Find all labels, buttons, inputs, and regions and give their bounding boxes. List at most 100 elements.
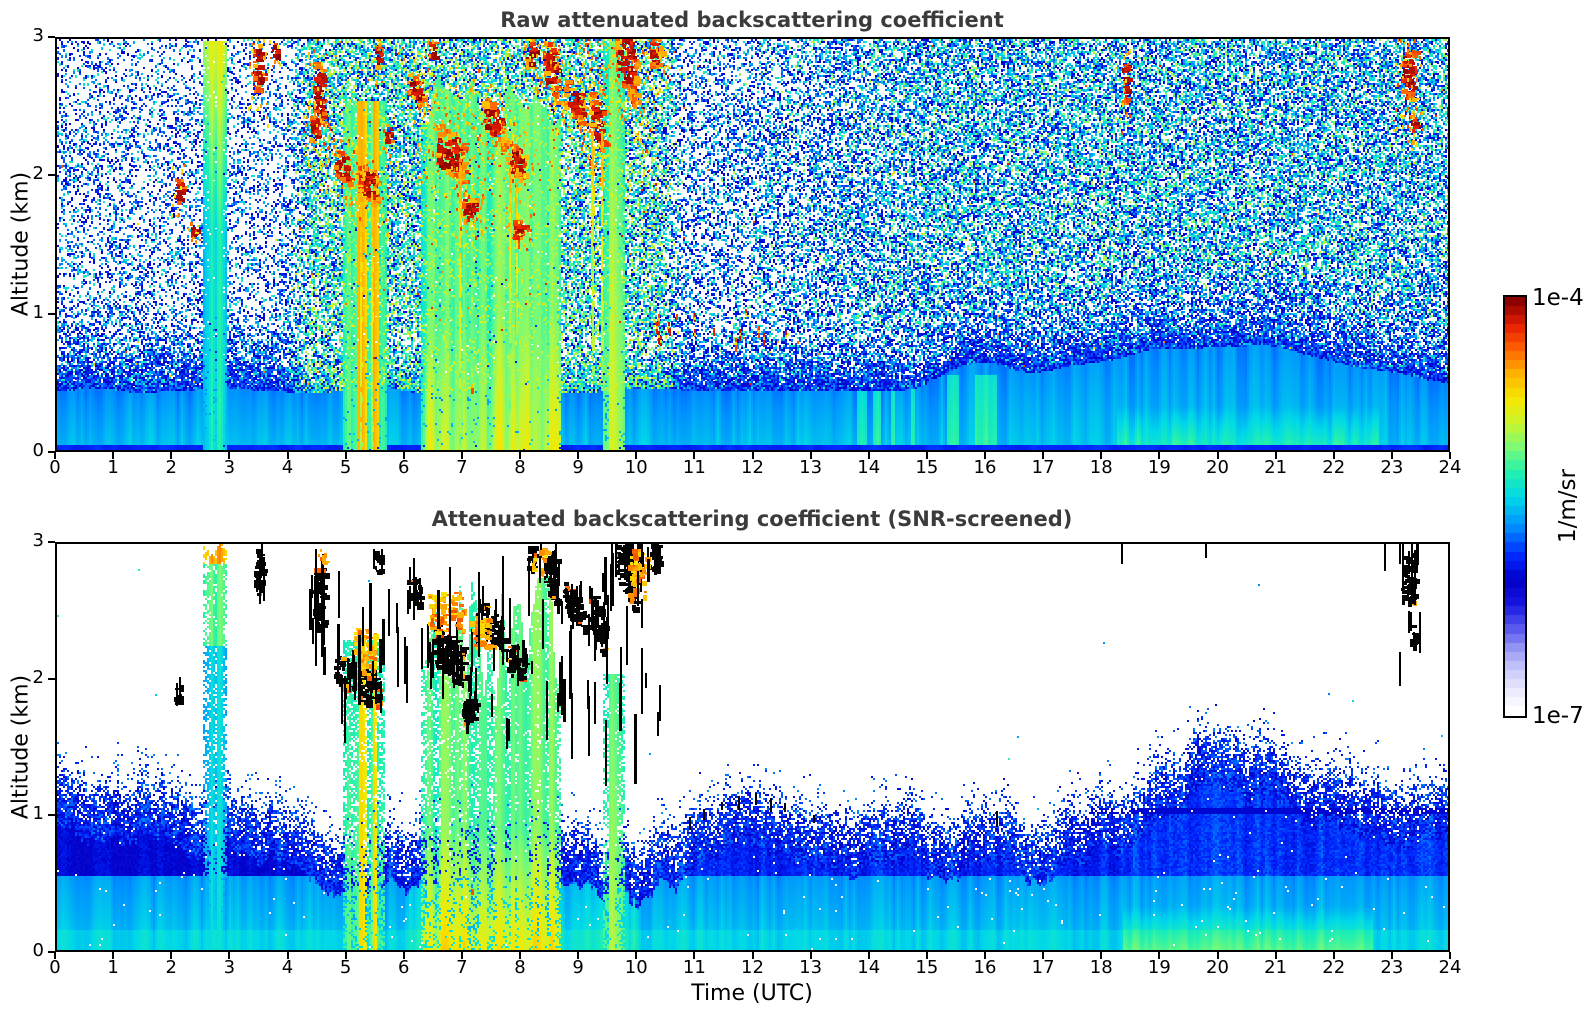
panel1-y-tick	[48, 36, 55, 38]
panel1-x-tick	[751, 452, 754, 459]
panel2-x-tick-label: 11	[682, 957, 706, 978]
panel1-title: Raw attenuated backscattering coefficien…	[500, 8, 1004, 32]
panel2-y-tick-label: 2	[32, 666, 44, 688]
panel2-x-tick-label: 2	[165, 957, 177, 978]
panel2-y-tick-label: 0	[32, 940, 44, 961]
panel1-y-tick-label: 1	[32, 301, 44, 323]
panel2-x-tick-label: 22	[1322, 957, 1346, 978]
panel2-y-tick-label: 1	[32, 803, 44, 825]
panel2-x-tick-label: 4	[281, 957, 294, 978]
panel2-x-tick	[170, 952, 173, 959]
panel1-x-tick	[984, 452, 986, 459]
panel1-x-tick	[460, 452, 463, 459]
panel2-x-tick	[635, 952, 638, 959]
panel2-x-tick-label: 20	[1206, 957, 1229, 978]
colorbar-unit-label: 1/m/sr	[1555, 469, 1581, 543]
panel1-x-tick	[170, 452, 173, 459]
panel1-y-tick	[48, 451, 55, 453]
panel1-x-tick-label: 20	[1206, 457, 1229, 478]
panel1-heatmap-canvas	[57, 39, 1448, 450]
panel2-x-tick-label: 6	[398, 957, 410, 978]
panel1-x-tick-label: 13	[799, 457, 823, 478]
colorbar-max-label: 1e-4	[1532, 285, 1584, 311]
panel2-x-tick	[1449, 952, 1451, 959]
panel2-x-tick	[925, 952, 928, 959]
panel2-x-tick	[460, 952, 463, 959]
panel2-x-tick	[54, 952, 56, 959]
panel1-x-tick-label: 22	[1322, 457, 1346, 478]
panel2-x-tick	[344, 952, 347, 959]
panel1-x-tick	[1274, 452, 1277, 459]
panel2-x-tick	[751, 952, 754, 959]
panel1-x-tick-label: 7	[456, 457, 468, 478]
panel2-x-tick	[1100, 952, 1103, 959]
panel1-x-tick	[925, 452, 928, 459]
panel1-x-tick	[1390, 452, 1393, 459]
panel2-plot-area	[55, 542, 1450, 952]
panel1-x-tick-label: 24	[1438, 457, 1462, 478]
panel1-x-tick-label: 23	[1380, 457, 1404, 478]
panel2-x-tick-label: 21	[1264, 957, 1288, 978]
panel2-x-tick	[693, 952, 696, 959]
panel1-y-tick-label: 3	[32, 25, 44, 46]
panel1-x-tick-label: 21	[1264, 457, 1288, 478]
panel1-x-tick	[519, 452, 521, 459]
panel1-y-tick-label: 0	[32, 440, 44, 461]
panel2-x-tick-label: 24	[1438, 957, 1462, 978]
panel2-x-tick-label: 3	[223, 957, 236, 978]
panel2-x-tick-label: 8	[514, 957, 526, 978]
panel2-x-tick-label: 7	[456, 957, 468, 978]
panel2-heatmap-canvas	[57, 544, 1448, 950]
panel1-x-tick-label: 18	[1089, 457, 1113, 478]
panel1-x-tick	[402, 452, 405, 459]
panel2-x-tick-label: 18	[1089, 957, 1113, 978]
panel2-x-tick	[1390, 952, 1393, 959]
colorbar	[1503, 295, 1527, 718]
panel1-x-tick	[1216, 452, 1219, 459]
panel1-x-tick	[809, 452, 812, 459]
panel2-x-tick-label: 5	[339, 957, 352, 978]
panel2-x-tick	[809, 952, 812, 959]
panel2-x-tick-label: 23	[1380, 957, 1404, 978]
panel2-x-tick	[286, 952, 289, 959]
panel2-x-tick	[112, 952, 115, 959]
panel2-x-tick	[519, 952, 521, 959]
panel2-x-tick	[1158, 952, 1161, 959]
panel1-x-tick	[228, 452, 231, 459]
panel2-x-tick-label: 9	[572, 957, 584, 978]
panel2-x-tick	[1274, 952, 1277, 959]
panel1-x-tick	[54, 452, 56, 459]
panel1-x-tick	[286, 452, 289, 459]
panel1-x-tick-label: 6	[398, 457, 410, 478]
panel1-x-tick-label: 16	[973, 457, 997, 478]
panel2-x-tick	[228, 952, 231, 959]
panel1-x-tick-label: 17	[1031, 457, 1055, 478]
panel2-x-tick	[1332, 952, 1335, 959]
panel1-x-tick-label: 5	[339, 457, 352, 478]
panel2-x-tick-label: 14	[857, 957, 881, 978]
panel2-x-tick	[1042, 952, 1045, 959]
panel2-x-tick-label: 15	[915, 957, 939, 978]
panel1-x-tick	[1158, 452, 1161, 459]
panel1-x-tick	[867, 452, 870, 459]
colorbar-min-label: 1e-7	[1532, 703, 1584, 729]
panel1-y-tick	[48, 174, 55, 177]
panel1-x-tick	[1449, 452, 1451, 459]
panel1-x-tick-label: 2	[165, 457, 177, 478]
panel1-x-tick-label: 19	[1147, 457, 1171, 478]
panel2-x-tick	[984, 952, 986, 959]
panel2-x-tick-label: 0	[49, 957, 61, 978]
panel1-y-tick-label: 2	[32, 163, 44, 185]
panel1-x-tick-label: 12	[741, 457, 764, 478]
panel1-x-tick	[693, 452, 696, 459]
panel1-x-tick-label: 11	[682, 457, 706, 478]
panel2-x-tick-label: 19	[1147, 957, 1171, 978]
panel1-x-tick-label: 1	[107, 457, 119, 478]
panel2-y-tick	[48, 814, 55, 817]
panel2-x-tick-label: 16	[973, 957, 997, 978]
panel1-x-tick-label: 8	[514, 457, 526, 478]
panel1-y-tick	[48, 312, 55, 315]
panel2-x-tick-label: 17	[1031, 957, 1055, 978]
panel1-x-tick	[1042, 452, 1045, 459]
